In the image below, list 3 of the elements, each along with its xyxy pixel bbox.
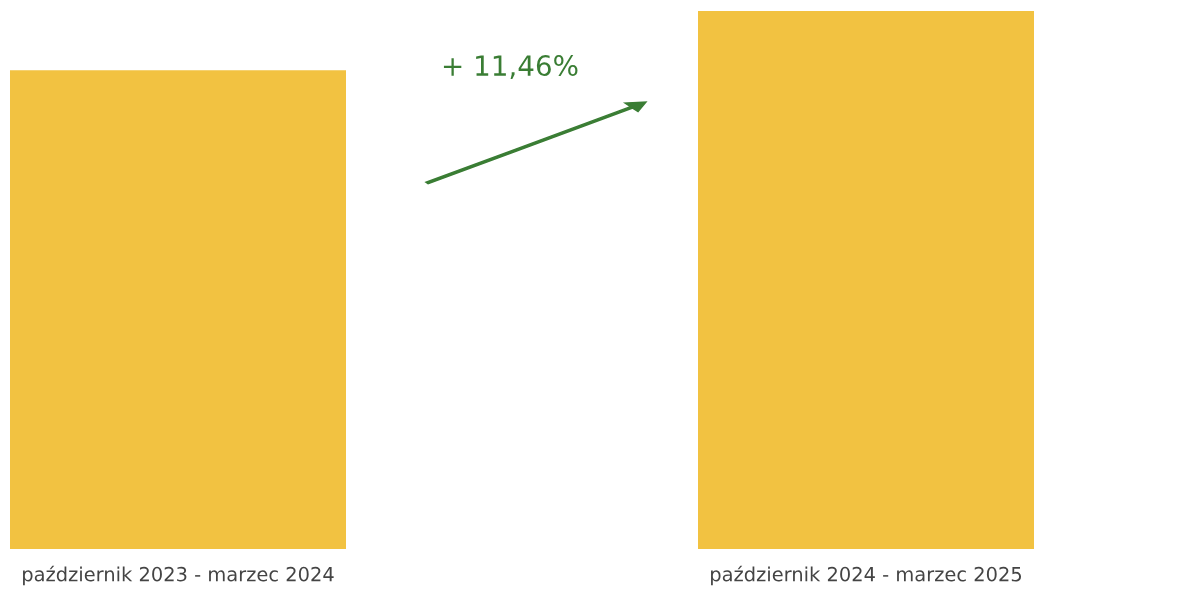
x-tick-label: październik 2023 - marzec 2024: [23, 565, 334, 586]
annotation: + 11,46%: [443, 55, 578, 79]
x-tick-label: październik 2024 - marzec 2025: [711, 565, 1022, 586]
